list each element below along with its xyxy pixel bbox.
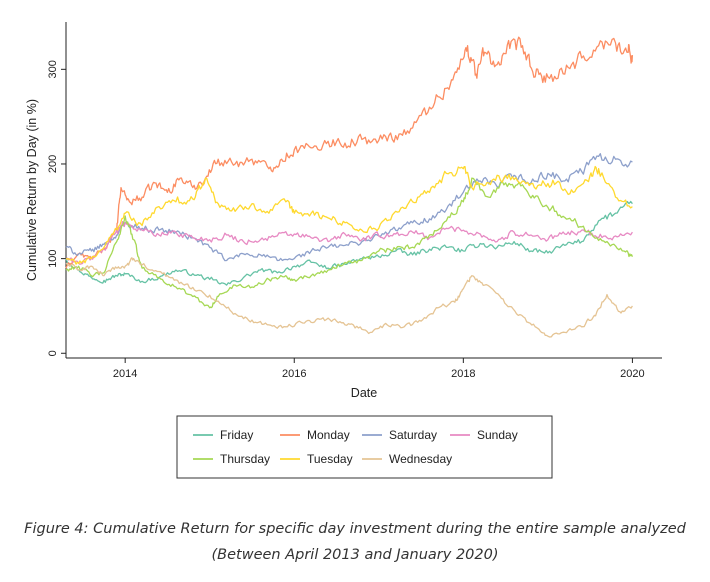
figure-caption: Figure 4: Cumulative Return for specific… [0,516,710,568]
series-line-sunday [65,220,633,265]
x-tick-label: 2020 [620,368,644,380]
legend-box [176,415,553,479]
legend-label-friday: Friday [220,428,253,442]
series-line-monday [65,36,634,269]
caption-line-2: (Between April 2013 and January 2020) [211,547,499,563]
series-lines [65,36,634,338]
x-axis-title: Date [351,386,377,400]
x-tick-label: 2014 [113,368,137,380]
y-tick-label: 300 [47,60,59,78]
legend-label-wednesday: Wednesday [389,452,452,466]
x-tick-label: 2016 [282,368,306,380]
series-line-thursday [65,177,634,309]
legend-label-monday: Monday [307,428,350,442]
legend-label-tuesday: Tuesday [307,452,353,466]
caption-line-1: Figure 4: Cumulative Return for specific… [24,521,686,537]
axes: 2014 2016 2018 2020 0 100 200 300 Date Cumulative… [25,22,662,400]
legend-label-saturday: Saturday [389,428,437,442]
series-line-friday [65,200,633,286]
series-line-tuesday [65,165,633,265]
y-axis-title: Cumulative Return by Day (in %) [25,99,39,281]
y-tick-label: 100 [47,249,59,267]
y-tick-label: 0 [47,350,59,356]
legend-label-sunday: Sunday [477,428,518,442]
series-line-wednesday [65,257,633,338]
legend-label-thursday: Thursday [220,452,270,466]
legend: Friday Monday Saturday Sunday Thursday Tuesda… [176,415,553,479]
x-tick-label: 2018 [451,368,475,380]
series-line-saturday [65,153,633,262]
line-chart: 2014 2016 2018 2020 0 100 200 300 Date Cumulative… [25,22,662,479]
y-tick-label: 200 [47,155,59,173]
figure: 2014 2016 2018 2020 0 100 200 300 Date Cumulative… [25,22,662,479]
